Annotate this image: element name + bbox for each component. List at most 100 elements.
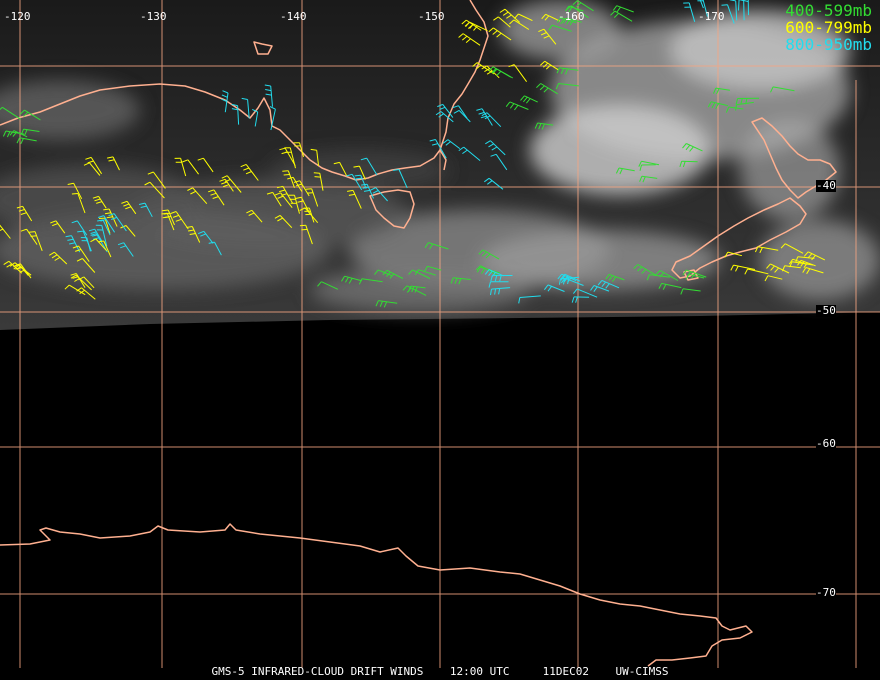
- wind-barb: [707, 101, 729, 110]
- lat-label-40: -40: [816, 179, 836, 192]
- wind-barb: [490, 287, 511, 296]
- cloud-field: [0, 0, 880, 312]
- wind-barb: [484, 177, 504, 190]
- wind-barb: [78, 276, 95, 289]
- wind-barb: [76, 258, 96, 273]
- wind-barb: [269, 106, 276, 131]
- wind-barb: [493, 16, 511, 28]
- wind-barb: [282, 170, 295, 188]
- caption-source: UW-CIMSS: [615, 665, 669, 678]
- wind-barb: [98, 217, 111, 234]
- wind-barb: [85, 156, 103, 175]
- wind-barb: [221, 175, 242, 193]
- caption-date: 11DEC02: [542, 665, 590, 678]
- wind-barb: [310, 148, 320, 167]
- wind-barb: [491, 68, 514, 79]
- wind-barb: [534, 122, 554, 130]
- wind-barb: [83, 162, 101, 176]
- wind-barb: [461, 19, 482, 31]
- wind-barb: [161, 212, 175, 231]
- wind-barb: [287, 176, 303, 192]
- wind-barb: [725, 106, 744, 113]
- legend-800-950: 800-950mb: [785, 35, 872, 54]
- wind-barb: [560, 277, 584, 286]
- legend-600-799: 600-799mb: [785, 18, 872, 37]
- wind-barb: [341, 275, 363, 284]
- wind-barb: [590, 285, 610, 292]
- wind-barb: [766, 263, 790, 274]
- wind-barb: [138, 202, 153, 218]
- wind-barb: [572, 0, 594, 12]
- wind-barb: [612, 5, 634, 13]
- wind-barb: [499, 8, 520, 23]
- wind-barb: [50, 220, 66, 234]
- wind-barb: [429, 139, 447, 159]
- wind-barb: [699, 0, 704, 9]
- wind-barb: [333, 161, 348, 176]
- wind-barb: [182, 159, 200, 175]
- satellite-imagery: [0, 0, 880, 330]
- wind-barb: [67, 182, 83, 200]
- wind-barb: [509, 19, 530, 30]
- wind-barb: [117, 242, 134, 257]
- wind-barb: [639, 164, 656, 171]
- wind-barb: [488, 27, 512, 41]
- wind-barb: [742, 0, 749, 16]
- lat-label-60: -60: [816, 437, 836, 450]
- caption-time: 12:00 UTC: [449, 665, 510, 678]
- lon-label-120: -120: [4, 10, 31, 23]
- wind-barb: [646, 274, 670, 281]
- wind-barb: [2, 130, 25, 138]
- wind-barb: [610, 10, 633, 22]
- wind-barb: [538, 28, 557, 45]
- wind-barb: [679, 160, 698, 168]
- wind-barb: [317, 281, 339, 290]
- wind-barb: [20, 228, 38, 245]
- wind-barb: [458, 33, 481, 46]
- wind-barb: [508, 64, 528, 82]
- wind-barb: [70, 274, 92, 291]
- wind-barb: [360, 157, 378, 176]
- wind-barb: [72, 245, 90, 262]
- lat-label-50: -50: [816, 304, 836, 317]
- wind-barb: [144, 181, 165, 199]
- wind-barb: [305, 188, 319, 207]
- wind-barb: [16, 137, 37, 145]
- wind-barb: [605, 273, 625, 282]
- coast-antarctica: [0, 523, 753, 667]
- wind-barb: [9, 262, 32, 276]
- wind-barb: [408, 285, 426, 293]
- wind-barb: [231, 103, 240, 125]
- wind-barb: [735, 97, 760, 105]
- wind-barb: [472, 62, 495, 75]
- wind-barb: [49, 251, 68, 265]
- wind-barb: [347, 189, 362, 209]
- wind-barb: [103, 208, 118, 227]
- wind-barb: [64, 284, 86, 296]
- wind-barb: [683, 2, 696, 22]
- wind-barb: [730, 264, 756, 272]
- wind-barb: [70, 273, 86, 288]
- wind-barb: [453, 109, 471, 123]
- wind-barb: [19, 109, 41, 121]
- wind-barb: [108, 213, 127, 232]
- wind-barb: [382, 269, 404, 279]
- wind-barb: [566, 5, 589, 19]
- wind-barb: [555, 83, 579, 90]
- wind-barb: [408, 269, 431, 279]
- pressure-legend: 400-599mb 600-799mb 800-950mb: [785, 2, 872, 53]
- wind-barb: [90, 238, 107, 252]
- wind-barb: [393, 169, 408, 189]
- wind-barb: [424, 265, 442, 272]
- wind-barb: [414, 269, 437, 276]
- wind-barb: [76, 287, 96, 300]
- wind-barb: [0, 106, 21, 120]
- wind-barb: [540, 60, 559, 71]
- wind-barb: [354, 174, 367, 189]
- legend-400-599: 400-599mb: [785, 1, 872, 20]
- wind-barb: [541, 13, 561, 22]
- wind-barb: [536, 83, 558, 95]
- wind-barb: [293, 142, 305, 158]
- wind-barb: [452, 105, 468, 119]
- wind-barb: [198, 230, 214, 244]
